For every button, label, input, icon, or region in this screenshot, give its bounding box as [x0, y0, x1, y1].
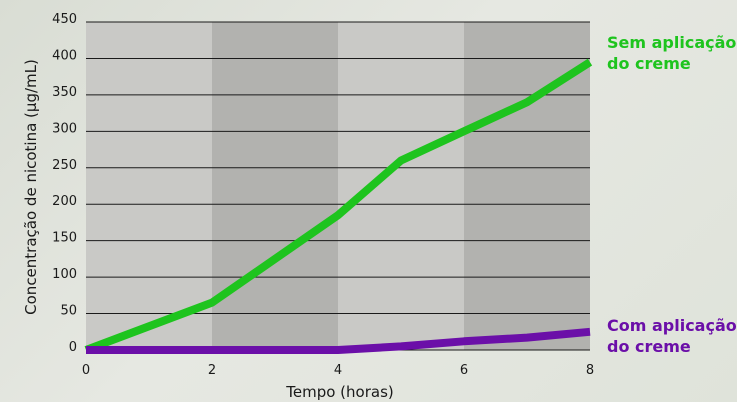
series-labels: Sem aplicação do creme Com aplicação do cre… [607, 33, 737, 356]
y-tick-label: 300 [52, 121, 77, 136]
y-tick-label: 200 [52, 194, 77, 209]
x-tick-label: 0 [82, 363, 90, 378]
y-tick-label: 100 [52, 267, 77, 282]
series-line [84, 58, 593, 354]
x-tick-label: 4 [334, 363, 342, 378]
y-tick-label: 350 [52, 85, 77, 100]
series-label: Com aplicação [607, 316, 737, 335]
plot-background [86, 22, 590, 350]
series-label: do creme [607, 54, 691, 73]
series-lines [84, 58, 593, 354]
x-axis-ticks: 0 2 4 6 8 [82, 363, 594, 378]
plot-band [212, 22, 338, 350]
x-tick-label: 6 [460, 363, 468, 378]
y-tick-label: 50 [60, 304, 77, 319]
y-tick-label: 400 [52, 48, 77, 63]
gridlines [86, 21, 590, 351]
y-tick-label: 450 [52, 12, 77, 27]
y-axis-ticks: 0 50 100 150 200 250 300 350 400 450 [52, 12, 77, 355]
x-axis-title: Tempo (horas) [285, 383, 393, 401]
plot-band [338, 22, 464, 350]
x-tick-label: 2 [208, 363, 216, 378]
y-tick-label: 250 [52, 158, 77, 173]
y-axis-title: Concentração de nicotina (µg/mL) [22, 59, 40, 315]
x-tick-label: 8 [586, 363, 594, 378]
series-line [86, 327, 591, 354]
series-label: do creme [607, 337, 691, 356]
plot-band [86, 22, 212, 350]
y-tick-label: 150 [52, 231, 77, 246]
y-tick-label: 0 [69, 340, 77, 355]
series-label: Sem aplicação [607, 33, 736, 52]
